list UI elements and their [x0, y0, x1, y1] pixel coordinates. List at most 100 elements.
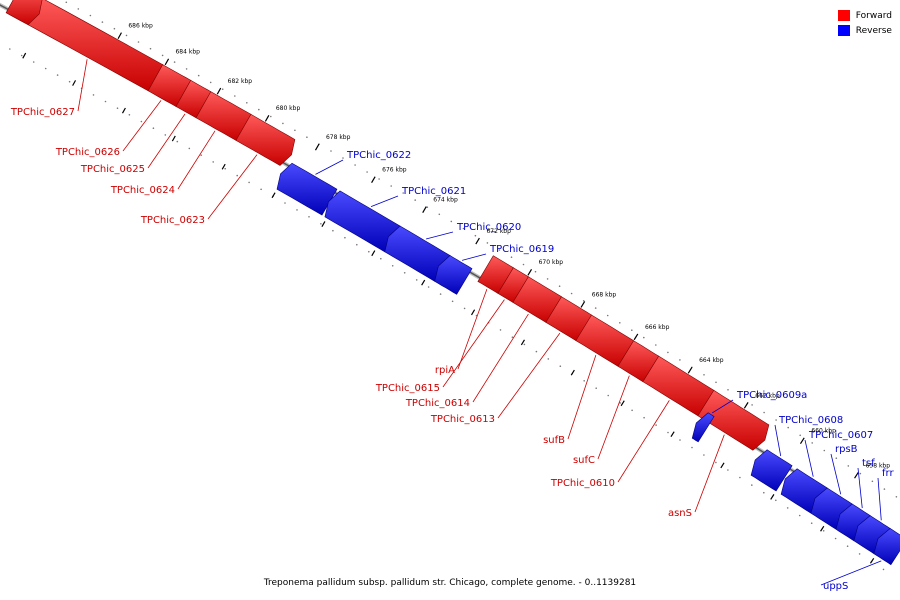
gene-label-tpchic-0613[interactable]: TPChic_0613: [430, 414, 495, 425]
gene-label-tpchic-0623[interactable]: TPChic_0623: [140, 215, 205, 226]
guide-dot: [390, 185, 393, 187]
guide-dot: [522, 263, 525, 266]
gene-label-rpia[interactable]: rpiA: [435, 365, 455, 376]
tick-mark-reverse: [869, 557, 875, 564]
guide-dot: [236, 174, 238, 177]
legend-forward-label: Forward: [855, 10, 892, 21]
gene-label-tpchic-0620[interactable]: TPChic_0620: [456, 222, 521, 233]
guide-dot: [535, 350, 538, 353]
tick-mark-reverse: [620, 400, 625, 407]
gene-labels-layer: TPChic_0627 TPChic_0626 TPChic_0625 TPChic_…: [10, 59, 894, 592]
guide-dot: [739, 396, 741, 399]
gene-label-asns[interactable]: asnS: [668, 508, 692, 519]
gene-label-sufc[interactable]: sufC: [573, 455, 595, 466]
legend-forward: Forward: [837, 8, 892, 23]
tick-mark-reverse: [321, 221, 326, 227]
guide-dot: [354, 164, 356, 166]
guide-dot: [751, 484, 753, 486]
tick-mark-reverse: [421, 279, 426, 286]
guide-dot: [306, 136, 308, 138]
guide-dot: [116, 107, 119, 109]
gene-upps[interactable]: [873, 528, 900, 566]
gene-tpchic-0608[interactable]: [750, 449, 793, 492]
guide-dot: [296, 209, 298, 211]
gene-label-tpchic-0619[interactable]: TPChic_0619: [489, 244, 554, 255]
gene-label-tpchic-0622[interactable]: TPChic_0622: [346, 150, 411, 161]
tick-mark: [580, 301, 586, 308]
guide-dot: [200, 154, 202, 156]
guide-dot: [65, 1, 68, 4]
guide-dot: [56, 74, 59, 76]
tick-label: 658 kbp: [866, 462, 891, 469]
tick-label: 674 kbp: [433, 196, 458, 203]
leader-line-tsf: [857, 467, 863, 509]
tick-mark-reverse: [171, 135, 176, 142]
gene-tpchic-0619[interactable]: [434, 255, 473, 295]
guide-dot: [427, 286, 430, 288]
guide-dot: [294, 129, 296, 132]
genes-layer: [5, 0, 900, 566]
gene-label-tpchic-0625[interactable]: TPChic_0625: [80, 164, 145, 175]
guide-dot: [787, 426, 789, 429]
gene-asns[interactable]: [697, 389, 770, 451]
guide-dot: [655, 424, 657, 426]
guide-dot: [739, 476, 741, 479]
gene-partial-edge[interactable]: [5, 0, 43, 26]
guide-dot: [32, 61, 35, 63]
guide-dot: [703, 374, 705, 376]
gene-tpchic-0609a[interactable]: [691, 412, 715, 443]
gene-label-tpchic-0626[interactable]: TPChic_0626: [55, 147, 120, 158]
guide-dot: [499, 329, 502, 331]
tick-mark: [633, 333, 639, 341]
guide-dot: [414, 199, 417, 201]
tick-label: 676 kbp: [382, 166, 407, 173]
tick-mark: [854, 471, 859, 479]
guide-dot: [667, 351, 669, 354]
tick-label: 664 kbp: [699, 357, 724, 364]
gene-label-tpchic-0615[interactable]: TPChic_0615: [375, 383, 440, 394]
guide-dot: [715, 381, 717, 384]
leader-line-tpchic-0623: [207, 154, 258, 220]
guide-dot: [463, 307, 466, 310]
gene-label-rpsb[interactable]: rpsB: [835, 444, 858, 455]
gene-label-tpchic-0621[interactable]: TPChic_0621: [401, 186, 466, 197]
gene-label-upps[interactable]: uppS: [823, 581, 848, 592]
guide-dot: [510, 256, 513, 259]
guide-dot: [258, 108, 260, 111]
leader-line-tpchic-0621: [370, 195, 399, 208]
gene-label-tpchic-0610[interactable]: TPChic_0610: [550, 478, 615, 489]
guide-dot: [92, 94, 95, 96]
gene-label-sufb[interactable]: sufB: [543, 435, 565, 446]
gene-label-tpchic-0607[interactable]: TPChic_0607: [808, 430, 873, 441]
guide-dot: [546, 278, 549, 280]
guide-dot: [89, 14, 92, 17]
gene-label-tpchic-0608[interactable]: TPChic_0608: [778, 415, 843, 426]
guide-dot: [101, 21, 104, 23]
guide-dot: [344, 236, 346, 239]
guide-dot: [402, 192, 405, 194]
leader-line-tpchic-0627: [77, 59, 88, 112]
tick-mark-reverse: [271, 192, 276, 199]
gene-label-tpchic-0614[interactable]: TPChic_0614: [405, 398, 470, 409]
guide-dot: [451, 300, 454, 303]
tick-mark-reverse: [221, 163, 226, 170]
gene-label-frr[interactable]: frr: [882, 468, 894, 479]
guide-dot: [391, 265, 394, 267]
guide-dot: [775, 499, 777, 502]
guide-dot: [308, 216, 310, 218]
legend-reverse-label: Reverse: [855, 25, 892, 36]
gene-label-tsf[interactable]: tsf: [862, 458, 875, 469]
guide-dot: [415, 279, 418, 281]
guide-dot: [895, 496, 898, 498]
guide-dot: [607, 394, 609, 397]
gene-tpchic-0623[interactable]: [235, 113, 296, 166]
gene-label-tpchic-0627[interactable]: TPChic_0627: [10, 107, 75, 118]
tick-mark-reverse: [520, 339, 525, 346]
gene-label-tpchic-0609a[interactable]: TPChic_0609a: [736, 390, 807, 401]
guide-dot: [583, 380, 585, 382]
gene-label-tpchic-0624[interactable]: TPChic_0624: [110, 185, 175, 196]
gene-tpchic-0627[interactable]: [27, 0, 164, 92]
guide-dot: [523, 343, 526, 346]
